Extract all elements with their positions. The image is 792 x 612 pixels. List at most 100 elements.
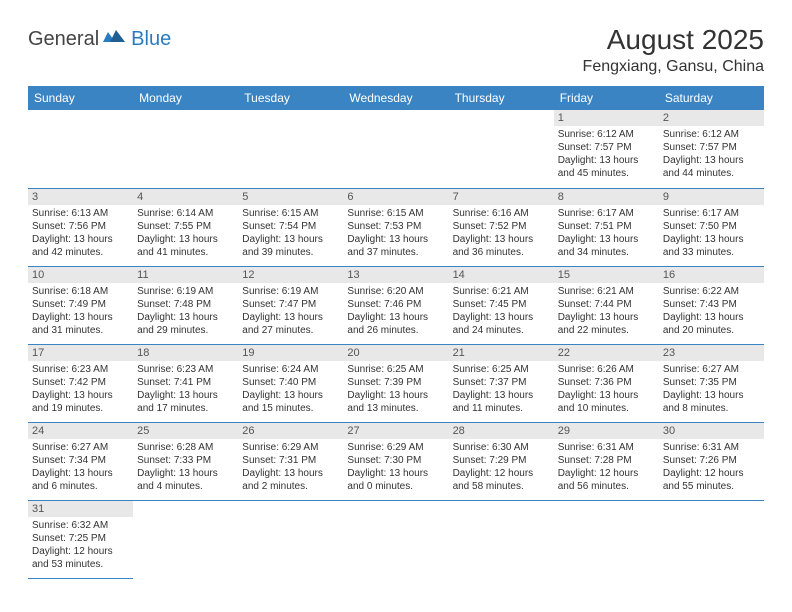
empty-cell (28, 110, 133, 188)
day-cell: 23Sunrise: 6:27 AMSunset: 7:35 PMDayligh… (659, 344, 764, 422)
day-number: 3 (28, 189, 133, 205)
empty-cell (133, 500, 238, 578)
day-cell: 8Sunrise: 6:17 AMSunset: 7:51 PMDaylight… (554, 188, 659, 266)
title-block: August 2025 Fengxiang, Gansu, China (583, 24, 764, 76)
day-cell: 7Sunrise: 6:16 AMSunset: 7:52 PMDaylight… (449, 188, 554, 266)
day-number: 1 (554, 110, 659, 126)
day-details: Sunrise: 6:30 AMSunset: 7:29 PMDaylight:… (449, 439, 554, 497)
logo-text-blue: Blue (131, 28, 171, 51)
day-number: 16 (659, 267, 764, 283)
day-cell: 24Sunrise: 6:27 AMSunset: 7:34 PMDayligh… (28, 422, 133, 500)
day-details: Sunrise: 6:22 AMSunset: 7:43 PMDaylight:… (659, 283, 764, 341)
day-number: 15 (554, 267, 659, 283)
day-number: 31 (28, 501, 133, 517)
empty-cell (238, 110, 343, 188)
day-details: Sunrise: 6:25 AMSunset: 7:37 PMDaylight:… (449, 361, 554, 419)
day-cell: 27Sunrise: 6:29 AMSunset: 7:30 PMDayligh… (343, 422, 448, 500)
day-cell: 15Sunrise: 6:21 AMSunset: 7:44 PMDayligh… (554, 266, 659, 344)
day-details: Sunrise: 6:21 AMSunset: 7:45 PMDaylight:… (449, 283, 554, 341)
day-header: Wednesday (343, 86, 448, 110)
day-details: Sunrise: 6:17 AMSunset: 7:50 PMDaylight:… (659, 205, 764, 263)
day-number: 12 (238, 267, 343, 283)
day-details: Sunrise: 6:19 AMSunset: 7:47 PMDaylight:… (238, 283, 343, 341)
day-number: 20 (343, 345, 448, 361)
day-cell: 14Sunrise: 6:21 AMSunset: 7:45 PMDayligh… (449, 266, 554, 344)
day-cell: 11Sunrise: 6:19 AMSunset: 7:48 PMDayligh… (133, 266, 238, 344)
empty-cell (449, 500, 554, 578)
day-details: Sunrise: 6:25 AMSunset: 7:39 PMDaylight:… (343, 361, 448, 419)
day-cell: 1Sunrise: 6:12 AMSunset: 7:57 PMDaylight… (554, 110, 659, 188)
day-cell: 3Sunrise: 6:13 AMSunset: 7:56 PMDaylight… (28, 188, 133, 266)
day-details: Sunrise: 6:29 AMSunset: 7:30 PMDaylight:… (343, 439, 448, 497)
day-cell: 12Sunrise: 6:19 AMSunset: 7:47 PMDayligh… (238, 266, 343, 344)
day-details: Sunrise: 6:31 AMSunset: 7:28 PMDaylight:… (554, 439, 659, 497)
day-cell: 9Sunrise: 6:17 AMSunset: 7:50 PMDaylight… (659, 188, 764, 266)
day-details: Sunrise: 6:17 AMSunset: 7:51 PMDaylight:… (554, 205, 659, 263)
day-number: 5 (238, 189, 343, 205)
day-details: Sunrise: 6:15 AMSunset: 7:54 PMDaylight:… (238, 205, 343, 263)
day-cell: 18Sunrise: 6:23 AMSunset: 7:41 PMDayligh… (133, 344, 238, 422)
logo-text-general: General (28, 28, 99, 51)
day-details: Sunrise: 6:29 AMSunset: 7:31 PMDaylight:… (238, 439, 343, 497)
day-number: 21 (449, 345, 554, 361)
day-number: 18 (133, 345, 238, 361)
location: Fengxiang, Gansu, China (583, 58, 764, 76)
day-header: Sunday (28, 86, 133, 110)
day-details: Sunrise: 6:19 AMSunset: 7:48 PMDaylight:… (133, 283, 238, 341)
day-details: Sunrise: 6:23 AMSunset: 7:41 PMDaylight:… (133, 361, 238, 419)
empty-cell (659, 500, 764, 578)
day-number: 14 (449, 267, 554, 283)
day-number: 4 (133, 189, 238, 205)
day-cell: 30Sunrise: 6:31 AMSunset: 7:26 PMDayligh… (659, 422, 764, 500)
day-number: 7 (449, 189, 554, 205)
header: General Blue August 2025 Fengxiang, Gans… (28, 24, 764, 76)
calendar-table: SundayMondayTuesdayWednesdayThursdayFrid… (28, 86, 764, 579)
day-number: 10 (28, 267, 133, 283)
logo: General Blue (28, 28, 171, 51)
day-header: Saturday (659, 86, 764, 110)
day-number: 2 (659, 110, 764, 126)
day-number: 24 (28, 423, 133, 439)
day-cell: 22Sunrise: 6:26 AMSunset: 7:36 PMDayligh… (554, 344, 659, 422)
day-number: 27 (343, 423, 448, 439)
empty-cell (133, 110, 238, 188)
day-cell: 25Sunrise: 6:28 AMSunset: 7:33 PMDayligh… (133, 422, 238, 500)
day-cell: 13Sunrise: 6:20 AMSunset: 7:46 PMDayligh… (343, 266, 448, 344)
day-details: Sunrise: 6:23 AMSunset: 7:42 PMDaylight:… (28, 361, 133, 419)
day-number: 29 (554, 423, 659, 439)
day-details: Sunrise: 6:18 AMSunset: 7:49 PMDaylight:… (28, 283, 133, 341)
day-cell: 31Sunrise: 6:32 AMSunset: 7:25 PMDayligh… (28, 500, 133, 578)
day-details: Sunrise: 6:14 AMSunset: 7:55 PMDaylight:… (133, 205, 238, 263)
day-details: Sunrise: 6:28 AMSunset: 7:33 PMDaylight:… (133, 439, 238, 497)
day-cell: 21Sunrise: 6:25 AMSunset: 7:37 PMDayligh… (449, 344, 554, 422)
day-cell: 6Sunrise: 6:15 AMSunset: 7:53 PMDaylight… (343, 188, 448, 266)
day-details: Sunrise: 6:13 AMSunset: 7:56 PMDaylight:… (28, 205, 133, 263)
day-cell: 16Sunrise: 6:22 AMSunset: 7:43 PMDayligh… (659, 266, 764, 344)
empty-cell (449, 110, 554, 188)
empty-cell (554, 500, 659, 578)
day-details: Sunrise: 6:15 AMSunset: 7:53 PMDaylight:… (343, 205, 448, 263)
day-header-row: SundayMondayTuesdayWednesdayThursdayFrid… (28, 86, 764, 110)
day-number: 19 (238, 345, 343, 361)
day-cell: 20Sunrise: 6:25 AMSunset: 7:39 PMDayligh… (343, 344, 448, 422)
day-details: Sunrise: 6:31 AMSunset: 7:26 PMDaylight:… (659, 439, 764, 497)
day-number: 8 (554, 189, 659, 205)
empty-cell (343, 500, 448, 578)
day-number: 17 (28, 345, 133, 361)
day-number: 28 (449, 423, 554, 439)
calendar-body: 1Sunrise: 6:12 AMSunset: 7:57 PMDaylight… (28, 110, 764, 578)
flag-icon (103, 28, 129, 51)
empty-cell (343, 110, 448, 188)
day-number: 23 (659, 345, 764, 361)
day-number: 25 (133, 423, 238, 439)
day-cell: 17Sunrise: 6:23 AMSunset: 7:42 PMDayligh… (28, 344, 133, 422)
day-header: Friday (554, 86, 659, 110)
empty-cell (238, 500, 343, 578)
day-cell: 28Sunrise: 6:30 AMSunset: 7:29 PMDayligh… (449, 422, 554, 500)
day-number: 26 (238, 423, 343, 439)
day-details: Sunrise: 6:16 AMSunset: 7:52 PMDaylight:… (449, 205, 554, 263)
day-number: 30 (659, 423, 764, 439)
day-details: Sunrise: 6:21 AMSunset: 7:44 PMDaylight:… (554, 283, 659, 341)
day-number: 9 (659, 189, 764, 205)
day-cell: 29Sunrise: 6:31 AMSunset: 7:28 PMDayligh… (554, 422, 659, 500)
